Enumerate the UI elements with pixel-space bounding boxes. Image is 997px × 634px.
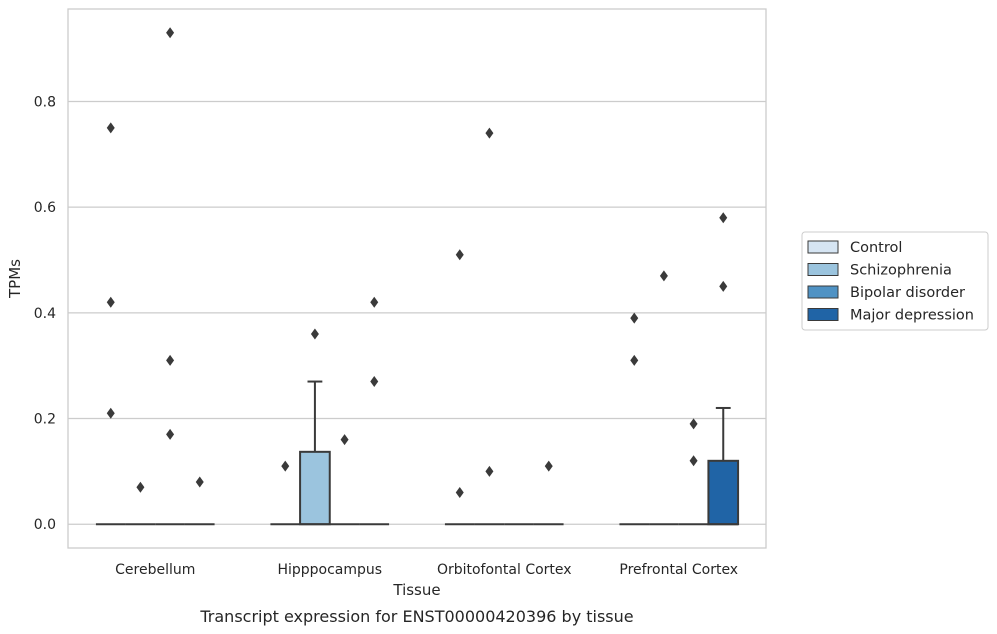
x-tick-label: Cerebellum [115,562,195,578]
outlier-point [630,312,639,324]
y-tick-label: 0.4 [34,306,56,322]
outlier-point [136,481,145,493]
box-group [125,481,156,526]
box-group [649,270,679,526]
box-group [95,122,126,526]
outlier-point [485,127,494,139]
outlier-point [106,407,115,419]
outlier-point [166,354,175,366]
outlier-point [719,212,728,224]
legend-box [801,231,989,331]
legend-swatch [807,285,839,299]
legend-label: Schizophrenia [850,263,952,279]
legend-swatch [807,240,839,254]
box-group [474,127,505,526]
y-axis-ticks: 0.0 0.2 0.4 0.6 0.8 [34,94,56,533]
outlier-point [370,376,379,388]
box-group [678,418,709,526]
box-body [707,459,740,526]
outlier-point [166,27,175,39]
outlier-point [544,460,553,472]
outlier-point [195,476,204,488]
x-axis-ticks: Cerebellum Hipppocampus Orbitofontal Corte… [115,562,738,578]
y-tick-label: 0.0 [34,517,56,533]
outlier-point [630,354,639,366]
box-group [329,434,360,526]
box-group [299,328,331,526]
chart-marks [95,27,740,526]
legend-label: Control [850,240,902,256]
y-tick-label: 0.8 [34,94,56,110]
y-tick-label: 0.2 [34,412,56,428]
box-group [184,476,215,526]
outlier-point [659,270,668,282]
legend-swatch [807,308,839,321]
outlier-point [340,434,349,446]
box-group [270,460,301,526]
outlier-point [455,487,464,499]
box-group [444,249,475,526]
y-axis-label: TPMs [6,259,24,299]
box-group [707,212,740,526]
outlier-point [281,460,290,472]
x-axis-label: Tissue [392,581,440,599]
outlier-point [310,328,319,340]
box-group [155,27,185,526]
outlier-point [166,428,175,440]
box-group [619,312,650,526]
box-group [359,296,390,526]
outlier-point [455,249,464,261]
legend: Control Schizophrenia Bipolar disorder Majo… [801,231,989,331]
outlier-point [485,465,494,477]
chart-caption: Transcript expression for ENST0000042039… [199,607,633,626]
box-group [533,460,564,526]
box-body [299,450,331,526]
plot-frame [67,8,767,549]
legend-swatch [807,263,839,276]
x-tick-label: Orbitofontal Cortex [437,562,572,578]
outlier-point [370,296,379,308]
outlier-point [689,418,698,430]
x-tick-label: Prefrontal Cortex [619,562,738,578]
x-tick-label: Hipppocampus [277,562,382,578]
outlier-point [719,280,728,292]
legend-label: Bipolar disorder [850,285,965,301]
outlier-point [106,296,115,308]
outlier-point [106,122,115,134]
y-tick-label: 0.6 [34,200,56,216]
legend-label: Major depression [850,308,974,324]
outlier-point [689,455,698,467]
